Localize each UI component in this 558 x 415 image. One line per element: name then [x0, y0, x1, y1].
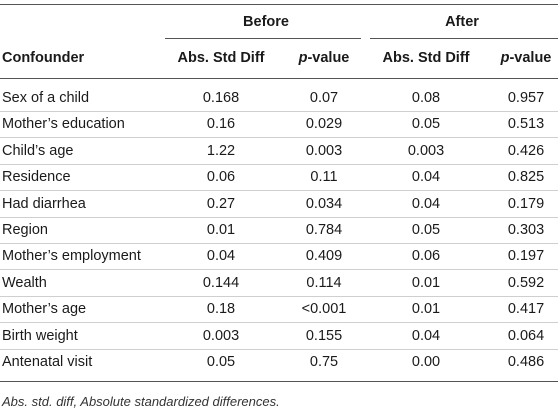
cell-after-p-value: 0.486: [507, 354, 545, 370]
cell-after-abs-std-diff: 0.003: [407, 142, 445, 159]
cell-before-abs-std-diff: 0.168: [202, 90, 240, 106]
group-rule-before: [165, 38, 361, 39]
cell-before-p-value: 0.003: [305, 142, 343, 159]
cell-confounder: Mother’s age: [2, 301, 87, 318]
cell-before-abs-std-diff: 1.22: [206, 142, 236, 159]
cell-after-p-value: 0.064: [507, 327, 545, 344]
cell-before-p-value: 0.784: [305, 222, 343, 238]
row-divider: [0, 243, 558, 244]
col-header-after-abs-std-diff: Abs. Std Diff: [382, 50, 470, 66]
top-rule: [0, 4, 558, 5]
group-header-after: After: [445, 14, 479, 30]
cell-confounder: Region: [2, 222, 48, 238]
col-header-before-p-value: p-value: [298, 50, 350, 66]
row-divider: [0, 295, 558, 297]
cell-after-abs-std-diff: 0.00: [411, 354, 441, 370]
col-header-confounder: Confounder: [2, 50, 85, 66]
cell-after-abs-std-diff: 0.05: [411, 222, 441, 238]
cell-before-p-value: 0.07: [309, 90, 339, 106]
cell-confounder: Mother’s employment: [2, 248, 141, 265]
cell-before-abs-std-diff: 0.06: [206, 169, 236, 186]
cell-before-abs-std-diff: 0.18: [206, 301, 236, 318]
cell-after-abs-std-diff: 0.04: [411, 327, 441, 344]
cell-confounder: Sex of a child: [2, 90, 90, 106]
row-divider: [0, 111, 558, 112]
cell-before-p-value: 0.11: [310, 169, 338, 186]
cell-after-p-value: 0.179: [507, 195, 545, 212]
cell-after-p-value: 0.197: [507, 248, 545, 265]
cell-before-p-value: 0.114: [306, 274, 342, 291]
cell-before-abs-std-diff: 0.003: [202, 327, 240, 344]
cell-before-abs-std-diff: 0.01: [206, 222, 236, 238]
cell-confounder: Mother’s education: [2, 116, 125, 133]
row-divider: [0, 322, 558, 324]
cell-after-p-value: 0.303: [507, 222, 545, 238]
header-rule: [0, 78, 558, 79]
cell-after-abs-std-diff: 0.05: [411, 116, 441, 133]
cell-after-p-value: 0.417: [507, 301, 545, 318]
cell-after-abs-std-diff: 0.01: [411, 274, 441, 291]
cell-before-p-value: 0.409: [305, 248, 343, 265]
cell-before-abs-std-diff: 0.05: [206, 354, 236, 370]
cell-after-p-value: 0.957: [507, 90, 545, 106]
cell-after-p-value: 0.513: [507, 116, 545, 133]
cell-after-abs-std-diff: 0.08: [411, 90, 441, 106]
row-divider: [0, 190, 558, 192]
cell-confounder: Residence: [2, 169, 71, 186]
cell-before-abs-std-diff: 0.144: [202, 274, 240, 291]
cell-confounder: Antenatal visit: [2, 354, 93, 370]
cell-confounder: Wealth: [2, 274, 47, 291]
group-rule-after: [370, 38, 558, 39]
col-header-before-abs-std-diff: Abs. Std Diff: [177, 50, 265, 66]
cell-before-p-value: 0.75: [309, 354, 339, 370]
col-header-after-p-value: p-value: [500, 50, 552, 66]
cell-confounder: Had diarrhea: [2, 195, 86, 212]
table-footnote: Abs. std. diff, Absolute standardized di…: [2, 394, 280, 409]
cell-before-p-value: 0.034: [305, 195, 343, 212]
cell-before-abs-std-diff: 0.27: [206, 195, 236, 212]
cell-after-abs-std-diff: 0.04: [411, 195, 441, 212]
row-divider: [0, 348, 558, 350]
cell-before-p-value: 0.155: [305, 327, 343, 344]
row-divider: [0, 269, 558, 271]
cell-after-abs-std-diff: 0.06: [411, 248, 441, 265]
cell-after-abs-std-diff: 0.01: [411, 301, 441, 318]
cell-before-p-value: 0.029: [305, 116, 343, 133]
cell-before-abs-std-diff: 0.16: [206, 116, 236, 133]
cell-after-p-value: 0.825: [507, 169, 545, 186]
group-header-before: Before: [243, 14, 289, 30]
cell-confounder: Child’s age: [2, 142, 74, 159]
cell-after-p-value: 0.426: [507, 142, 545, 159]
cell-before-p-value: <0.001: [301, 301, 347, 318]
row-divider: [0, 163, 558, 165]
bottom-rule: [0, 381, 558, 382]
cell-after-abs-std-diff: 0.04: [411, 169, 441, 186]
cell-after-p-value: 0.592: [507, 274, 545, 291]
row-divider: [0, 137, 558, 139]
cell-confounder: Birth weight: [2, 327, 78, 344]
cell-before-abs-std-diff: 0.04: [206, 248, 236, 265]
row-divider: [0, 216, 558, 218]
